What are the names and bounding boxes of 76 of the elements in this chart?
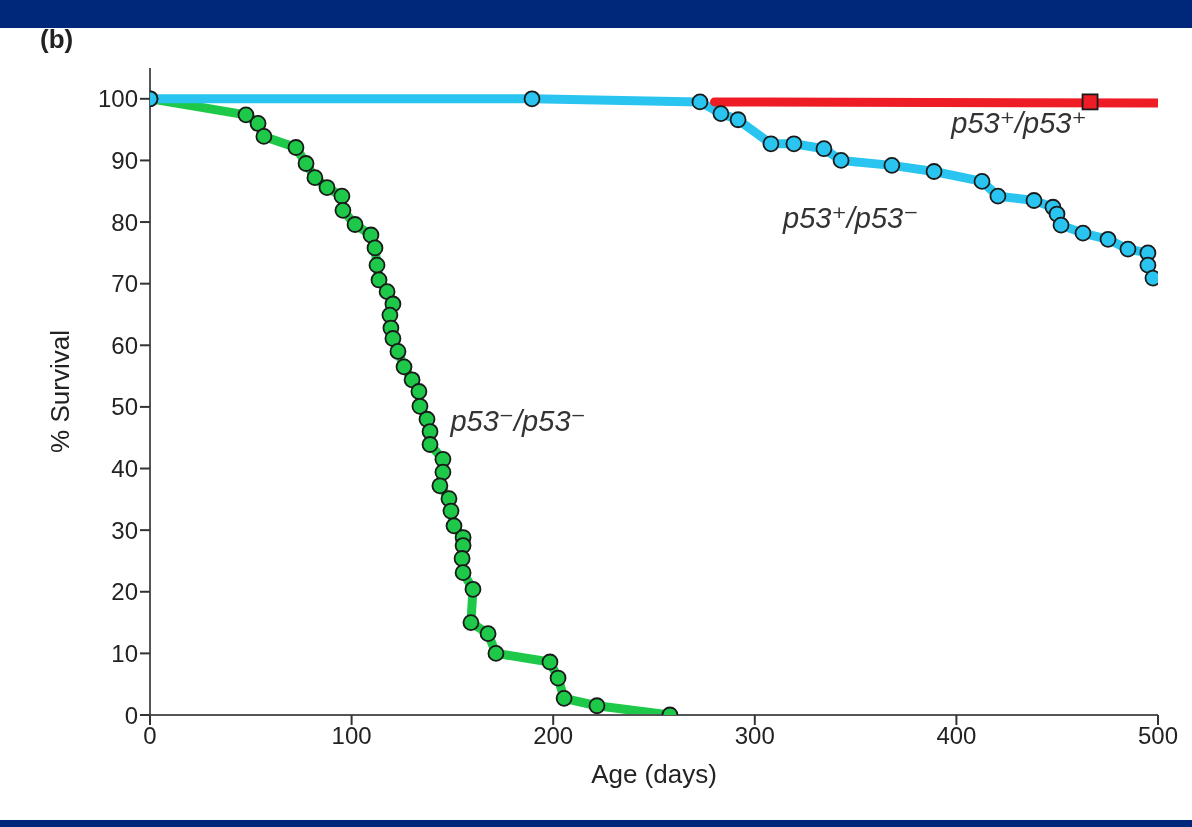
point xyxy=(333,187,351,205)
y-tick-label: 100 xyxy=(97,85,138,113)
point xyxy=(729,111,747,129)
series-label: p53⁻/p53⁻ xyxy=(450,404,586,439)
point xyxy=(410,383,428,400)
point xyxy=(523,90,541,108)
point xyxy=(762,135,780,153)
point xyxy=(925,163,943,180)
y-tick-label: 90 xyxy=(111,146,138,174)
point xyxy=(712,105,730,122)
series-label: p53⁺/p53⁻ xyxy=(783,200,919,235)
point xyxy=(989,187,1007,205)
point xyxy=(815,140,833,158)
y-tick-label: 30 xyxy=(111,516,138,544)
y-axis-title: % Survival xyxy=(45,330,76,453)
point xyxy=(318,179,336,196)
point xyxy=(368,256,386,274)
point xyxy=(555,689,573,707)
y-tick-label: 10 xyxy=(111,639,138,667)
y-tick-label: 60 xyxy=(111,331,138,359)
point xyxy=(287,139,305,156)
y-tick-label: 20 xyxy=(111,578,138,606)
point xyxy=(306,169,324,187)
x-axis-title: Age (days) xyxy=(591,759,717,789)
y-tick-label: 70 xyxy=(111,270,138,298)
point xyxy=(464,580,482,598)
point xyxy=(1139,256,1157,274)
chart-title: (b) xyxy=(40,24,74,55)
point xyxy=(454,564,472,582)
y-tick-label: 40 xyxy=(111,455,138,483)
point xyxy=(411,397,429,415)
x-tick-label: 300 xyxy=(734,722,775,750)
point xyxy=(442,502,460,520)
point xyxy=(421,436,439,453)
point xyxy=(431,477,449,495)
x-tick-label: 400 xyxy=(936,722,977,750)
point xyxy=(462,614,480,631)
point xyxy=(691,93,709,111)
point xyxy=(334,201,352,219)
point xyxy=(1052,216,1070,234)
point xyxy=(487,644,505,662)
point xyxy=(434,463,452,481)
point xyxy=(453,550,471,567)
point xyxy=(378,283,396,301)
series-label: p53⁺/p53⁺ xyxy=(951,105,1087,140)
point xyxy=(785,135,803,153)
point xyxy=(255,128,273,145)
point xyxy=(346,216,364,233)
point xyxy=(479,625,497,643)
point xyxy=(541,653,559,671)
x-tick-label: 100 xyxy=(331,722,372,750)
y-tick-label: 50 xyxy=(111,393,138,421)
x-tick-label: 500 xyxy=(1137,722,1179,750)
y-tick-label: 0 xyxy=(124,701,138,729)
point xyxy=(1074,224,1092,242)
point xyxy=(297,155,315,172)
point xyxy=(249,115,267,132)
point xyxy=(445,517,463,535)
point xyxy=(1119,240,1137,258)
point xyxy=(366,239,384,257)
point xyxy=(973,172,991,190)
x-tick-label: 200 xyxy=(533,722,574,750)
point xyxy=(1025,192,1043,209)
point xyxy=(1081,93,1099,111)
point xyxy=(237,106,255,124)
point xyxy=(370,271,388,289)
point xyxy=(395,358,413,376)
point xyxy=(549,669,567,687)
x-tick-label: 0 xyxy=(143,722,157,750)
point xyxy=(362,226,380,244)
point xyxy=(389,343,407,360)
point xyxy=(832,152,850,169)
point xyxy=(883,156,901,174)
y-tick-label: 80 xyxy=(111,208,138,236)
point xyxy=(1099,230,1117,248)
point xyxy=(588,697,606,715)
